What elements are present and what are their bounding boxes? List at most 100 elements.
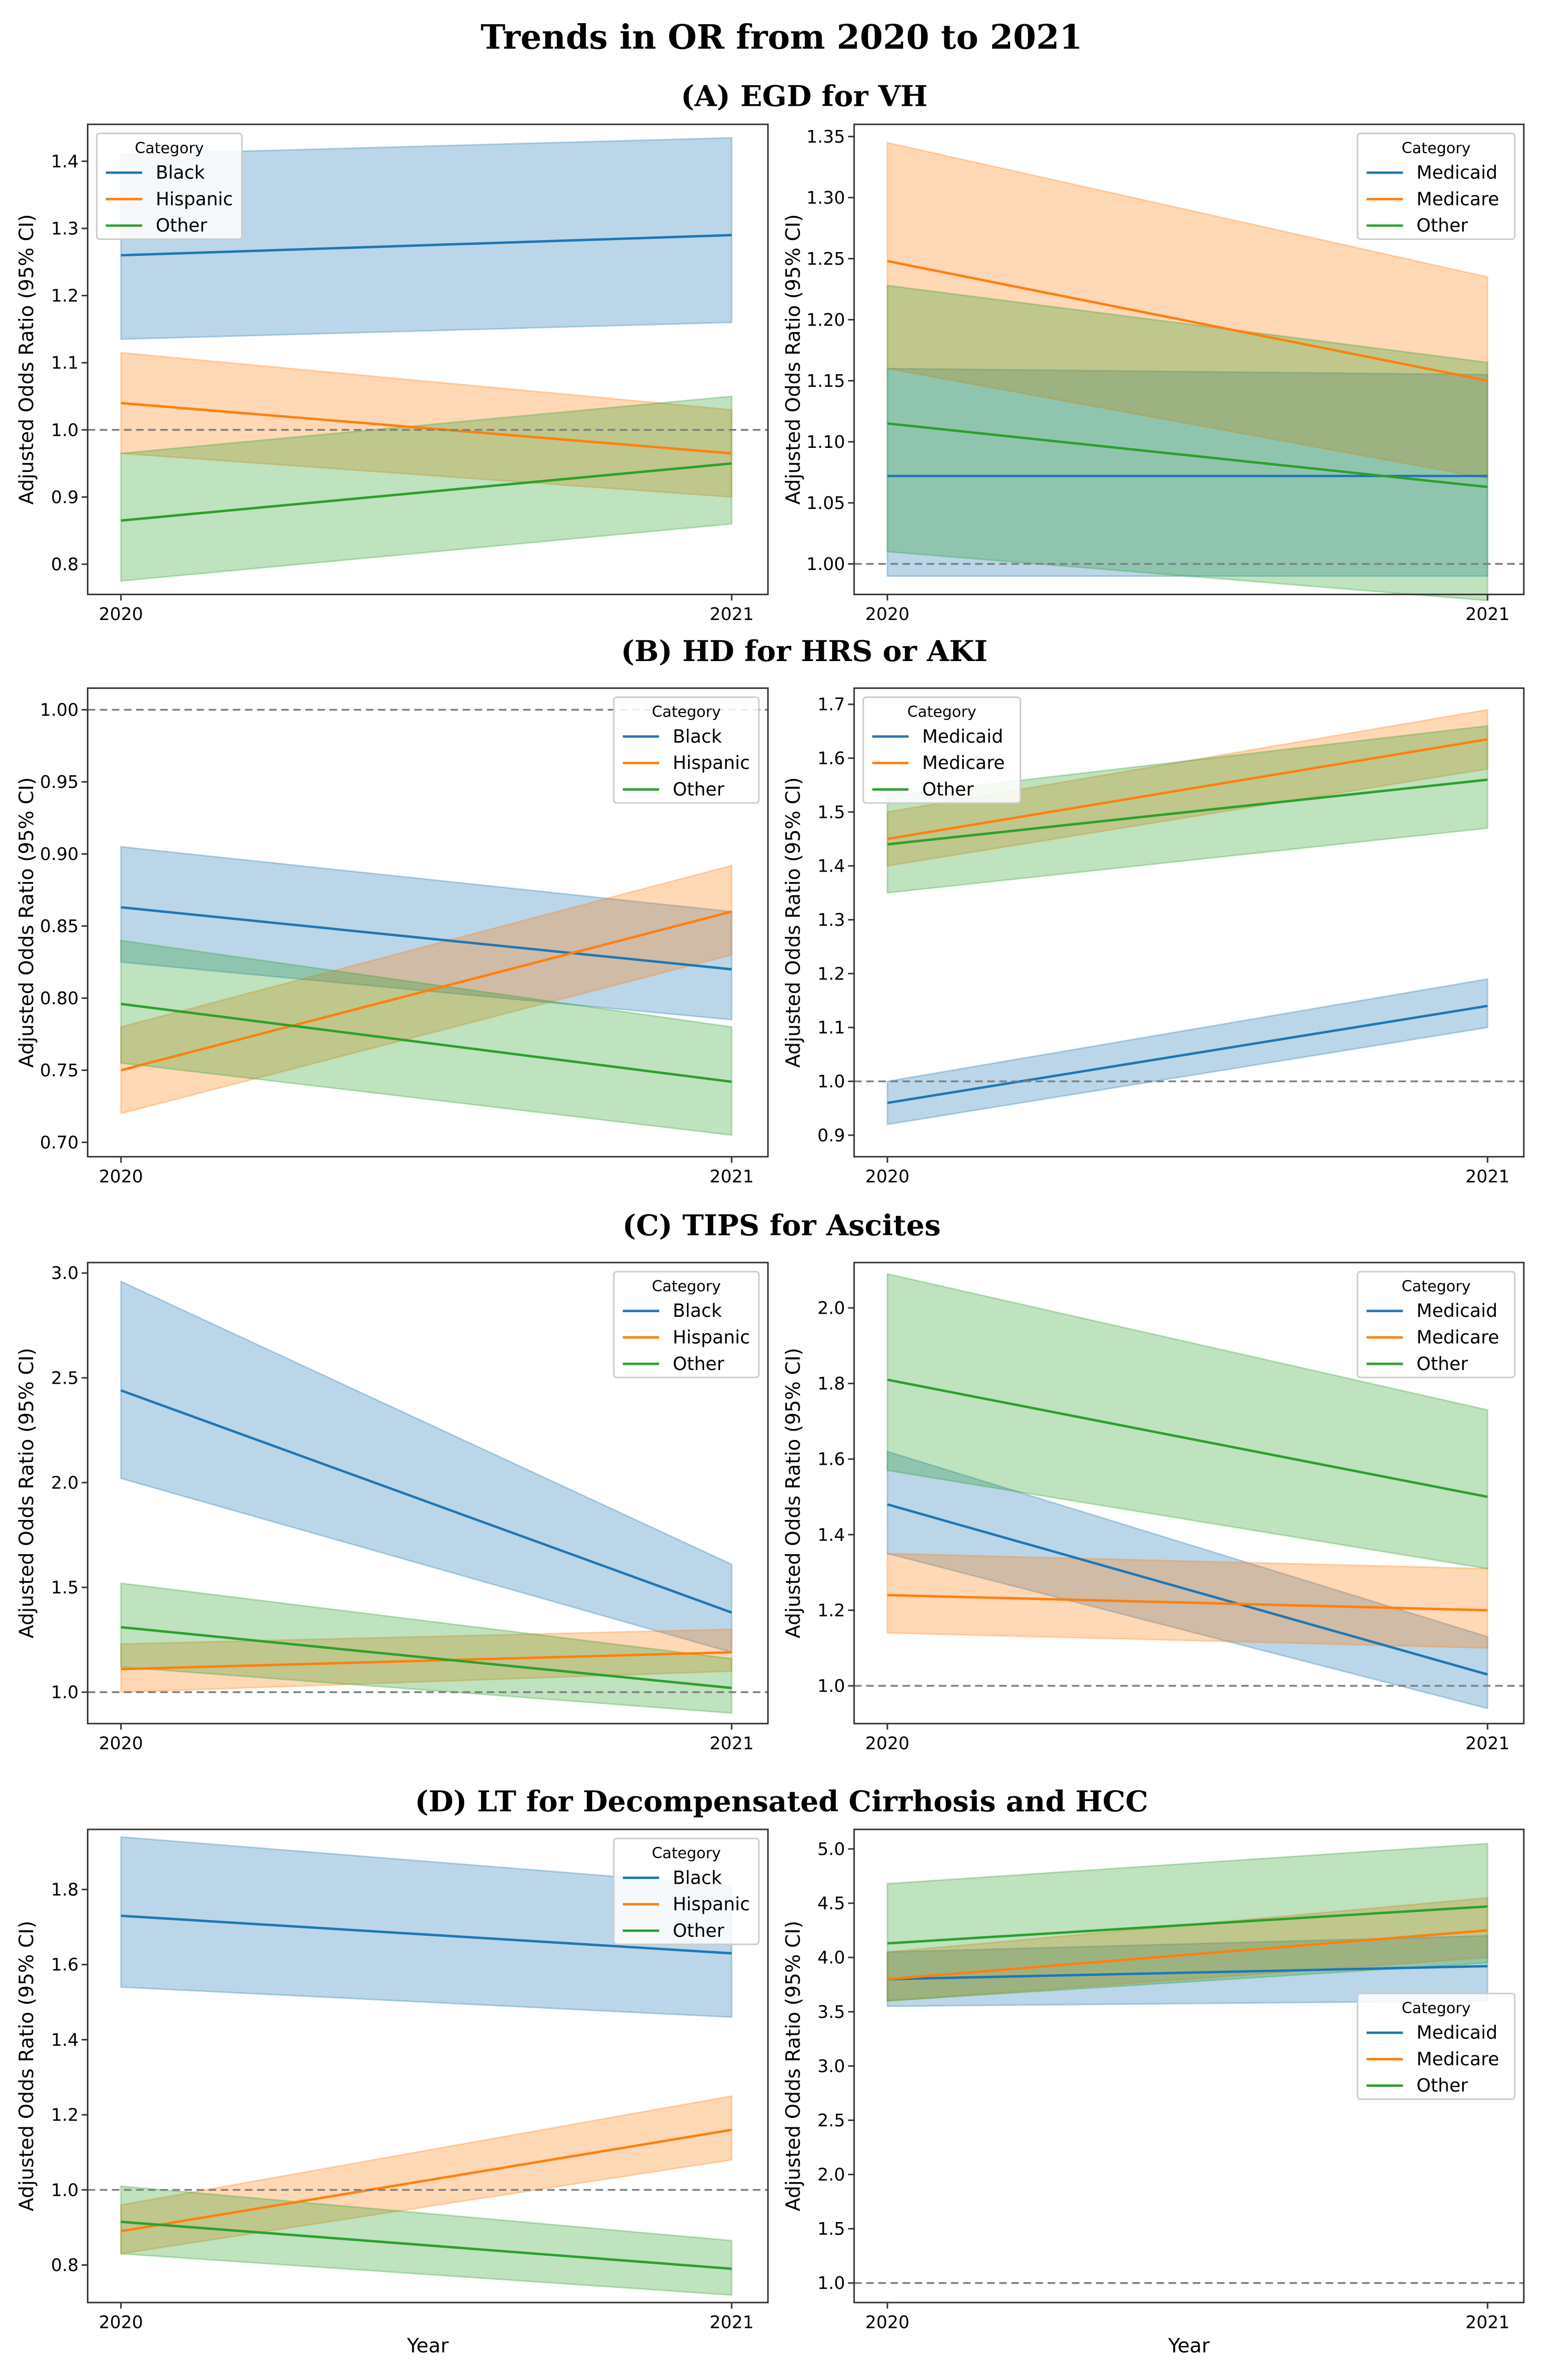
- legend-label-medicare: Medicare: [922, 753, 1005, 774]
- series-line-other: [121, 1626, 732, 1689]
- series-line-hispanic: [121, 1651, 732, 1671]
- legend-title: Category: [652, 703, 721, 721]
- legend-label-black: Black: [156, 163, 205, 184]
- legend-label-hispanic: Hispanic: [156, 189, 233, 210]
- y-tick-label: 0.9: [51, 487, 79, 507]
- legend-label-hispanic: Hispanic: [673, 1894, 750, 1915]
- series-line-other: [887, 422, 1488, 488]
- y-axis-label: Adjusted Odds Ratio (95% CI): [15, 1348, 38, 1638]
- legend-box: [96, 132, 243, 240]
- ci-band-other: [886, 284, 1489, 602]
- x-tick-label: 2020: [865, 1166, 910, 1187]
- y-tick-label: 1.0: [817, 1676, 845, 1696]
- series-line-medicaid: [887, 1004, 1488, 1104]
- y-tick-label: 0.70: [40, 1132, 79, 1153]
- legend: Category Black Hispanic Other: [613, 696, 760, 804]
- legend-label-black: Black: [673, 726, 722, 747]
- series-line-medicaid: [887, 1965, 1488, 1981]
- y-tick-label: 1.3: [51, 218, 79, 238]
- y-tick-label: 0.9: [817, 1125, 845, 1145]
- y-tick-label: 1.00: [806, 554, 845, 574]
- series-line-black: [121, 1914, 732, 1955]
- legend-title: Category: [1402, 139, 1471, 157]
- chart-panel-0: 0.8 0.9 1.0 1.1 1.2 1.3 1.4 2020 2021 Adjusted Od…: [15, 123, 769, 624]
- chart-panel-6: 0.8 1.0 1.2 1.4 1.6 1.8 2020 2021 Adjusted Odds …: [15, 1828, 769, 2357]
- ci-band-medicaid: [886, 978, 1489, 1126]
- y-tick-label: 1.15: [806, 371, 845, 391]
- legend-label-black: Black: [673, 1867, 722, 1888]
- series-line-hispanic: [121, 910, 732, 1072]
- y-tick-label: 1.0: [817, 2273, 845, 2293]
- axes-frame: [853, 123, 1525, 595]
- ci-band-other: [120, 2185, 733, 2296]
- y-tick-label: 1.8: [817, 1373, 845, 1394]
- series-line-medicaid: [887, 1503, 1488, 1676]
- y-tick-label: 1.1: [51, 353, 79, 373]
- legend-label-medicaid: Medicaid: [922, 726, 1003, 747]
- x-tick-label: 2020: [865, 1733, 910, 1754]
- ci-band-medicare: [886, 1553, 1489, 1649]
- ci-band-medicaid: [886, 1450, 1489, 1709]
- y-tick-label: 1.5: [817, 802, 845, 822]
- y-tick-label: 1.0: [51, 1682, 79, 1703]
- chart-panel-3: 0.9 1.0 1.1 1.2 1.3 1.4 1.5 1.6 1.7 2020 2021 Adjus…: [781, 687, 1525, 1187]
- section-title-b: (B) HD for HRS or AKI: [621, 634, 988, 668]
- x-tick-label: 2020: [865, 2312, 910, 2333]
- legend-label-medicaid: Medicaid: [1416, 2023, 1497, 2044]
- y-tick-label: 1.20: [806, 309, 845, 330]
- y-tick-label: 1.2: [51, 2105, 79, 2125]
- figure-title: Trends in OR from 2020 to 2021: [481, 18, 1082, 57]
- section-title-c: (C) TIPS for Ascites: [623, 1208, 941, 1242]
- x-tick-label: 2020: [99, 604, 143, 624]
- y-tick-label: 0.8: [51, 554, 79, 574]
- y-tick-label: 1.2: [51, 285, 79, 306]
- y-tick-label: 3.5: [817, 2002, 845, 2022]
- y-tick-label: 0.75: [40, 1060, 79, 1081]
- y-tick-label: 2.0: [51, 1472, 79, 1493]
- y-tick-label: 0.8: [51, 2255, 79, 2275]
- y-tick-label: 1.5: [817, 2218, 845, 2239]
- x-tick-label: 2021: [710, 1166, 754, 1187]
- x-tick-label: 2020: [99, 1166, 143, 1187]
- y-tick-label: 0.90: [40, 844, 79, 864]
- legend: Category Black Hispanic Other: [613, 1271, 760, 1378]
- y-tick-label: 1.4: [51, 2029, 79, 2050]
- y-tick-label: 1.05: [806, 493, 845, 513]
- legend-label-other: Other: [1416, 1354, 1469, 1375]
- series-line-other: [887, 778, 1488, 846]
- y-tick-label: 1.30: [806, 187, 845, 208]
- legend-box: [862, 696, 1022, 804]
- legend-title: Category: [652, 1844, 721, 1862]
- legend: Category Medicaid Medicare Other: [1356, 1271, 1516, 1378]
- series-line-medicare: [887, 1929, 1488, 1981]
- legend: Category Medicaid Medicare Other: [1356, 1993, 1516, 2100]
- series-line-black: [121, 906, 732, 971]
- ci-band-other: [886, 1273, 1489, 1570]
- y-axis-label: Adjusted Odds Ratio (95% CI): [781, 777, 804, 1068]
- x-tick-label: 2020: [865, 604, 910, 624]
- legend-label-other: Other: [156, 215, 208, 236]
- y-axis-label: Adjusted Odds Ratio (95% CI): [781, 1348, 804, 1638]
- x-tick-label: 2021: [1465, 2312, 1510, 2333]
- section-title-d: (D) LT for Decompensated Cirrhosis and H…: [415, 1784, 1148, 1818]
- chart-panel-2: 0.70 0.75 0.80 0.85 0.90 0.95 1.00 2020 2021 Adju…: [15, 687, 769, 1187]
- y-tick-label: 0.80: [40, 988, 79, 1008]
- y-tick-label: 1.4: [817, 1524, 845, 1545]
- series-line-black: [121, 234, 732, 257]
- axes-frame: [87, 123, 769, 595]
- legend-title: Category: [1402, 1277, 1471, 1295]
- y-tick-label: 2.0: [817, 2164, 845, 2185]
- series-line-medicare: [887, 1594, 1488, 1612]
- y-tick-label: 3.0: [817, 2056, 845, 2076]
- y-tick-label: 1.2: [817, 963, 845, 984]
- y-tick-label: 0.85: [40, 916, 79, 936]
- ci-band-hispanic: [120, 864, 733, 1115]
- axes-frame: [87, 1262, 769, 1725]
- legend-box: [1356, 1993, 1516, 2100]
- y-axis-label: Adjusted Odds Ratio (95% CI): [781, 1921, 804, 2211]
- y-tick-label: 1.6: [817, 748, 845, 768]
- legend-label-medicare: Medicare: [1416, 2049, 1499, 2070]
- ci-band-medicare: [886, 142, 1489, 479]
- y-tick-label: 1.6: [817, 1449, 845, 1469]
